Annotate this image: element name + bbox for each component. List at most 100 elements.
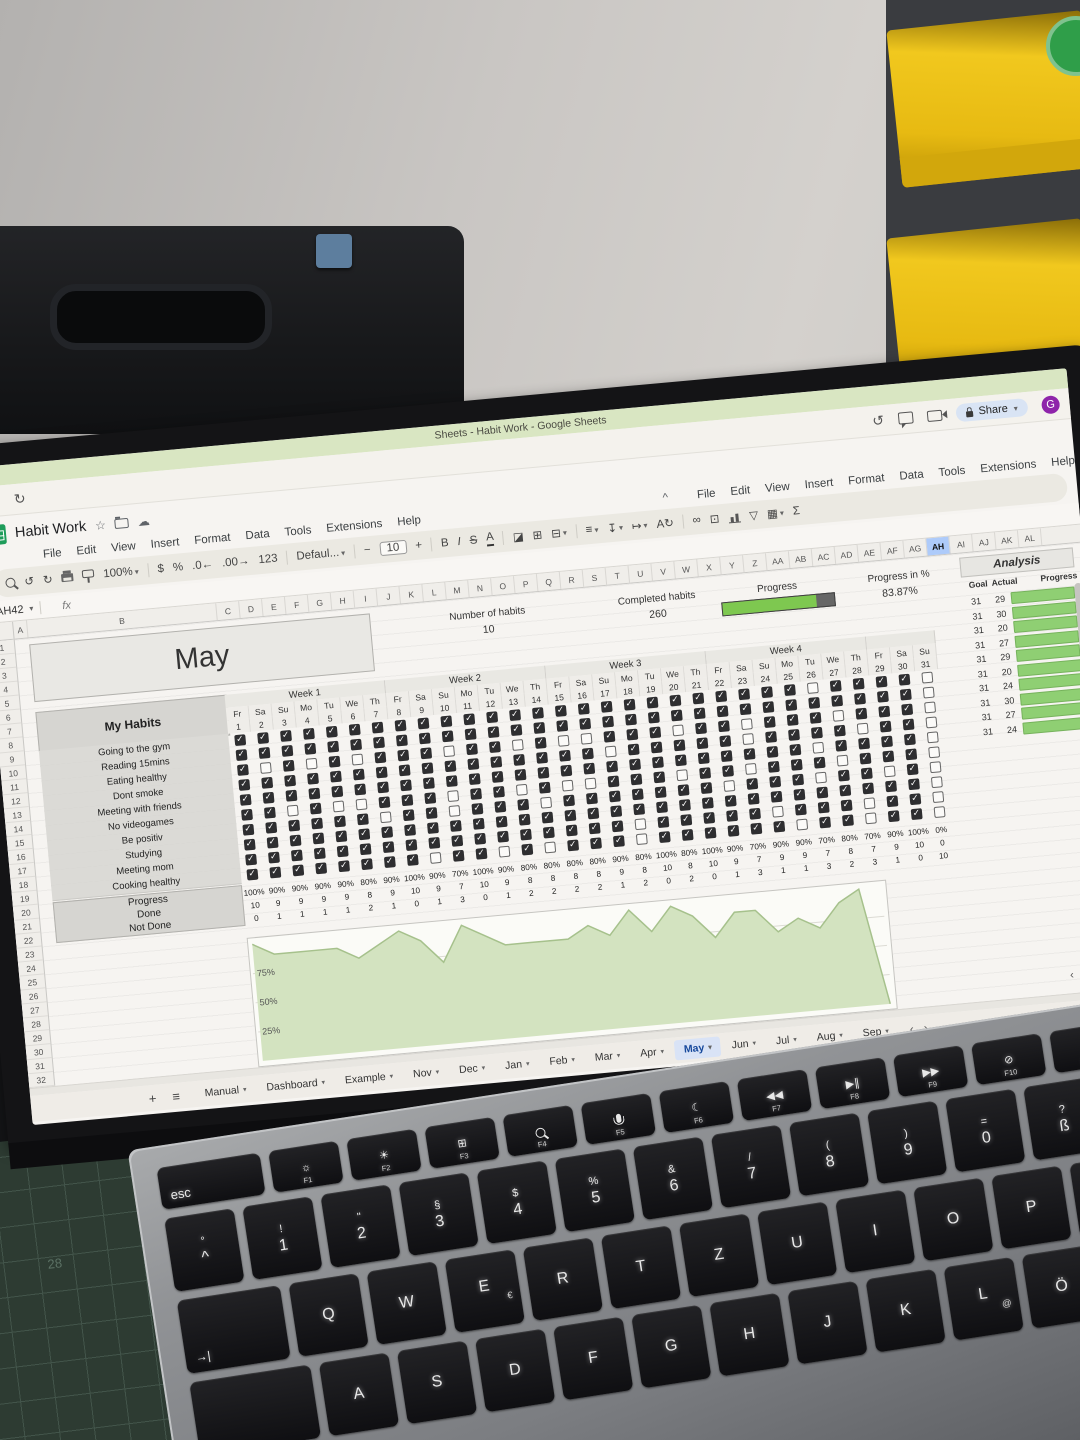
- habit-checkbox[interactable]: [492, 785, 505, 798]
- habit-checkbox[interactable]: [633, 803, 646, 816]
- menu-format[interactable]: Format: [847, 471, 886, 487]
- column-header-C[interactable]: C: [216, 601, 241, 621]
- habit-checkbox[interactable]: [717, 720, 730, 733]
- habit-checkbox[interactable]: [796, 818, 809, 831]
- habit-checkbox[interactable]: [716, 705, 729, 718]
- habit-checkbox[interactable]: [425, 807, 438, 820]
- toolbar-format-currency[interactable]: $: [157, 563, 164, 576]
- habit-checkbox[interactable]: [901, 703, 914, 716]
- habit-checkbox[interactable]: [515, 783, 528, 796]
- habit-checkbox[interactable]: [533, 721, 546, 734]
- habit-checkbox[interactable]: [924, 701, 937, 714]
- habit-checkbox[interactable]: [308, 787, 321, 800]
- habit-checkbox[interactable]: [246, 868, 259, 881]
- habit-checkbox[interactable]: [603, 730, 616, 743]
- habit-checkbox[interactable]: [558, 749, 571, 762]
- habit-checkbox[interactable]: [304, 742, 317, 755]
- column-header-K[interactable]: K: [399, 584, 424, 604]
- habit-checkbox[interactable]: [510, 724, 523, 737]
- habit-checkbox[interactable]: [464, 728, 477, 741]
- habit-checkbox[interactable]: [402, 809, 415, 822]
- toolbar-bold[interactable]: B: [440, 537, 449, 550]
- habit-checkbox[interactable]: [313, 847, 326, 860]
- habit-checkbox[interactable]: [463, 713, 476, 726]
- habit-checkbox[interactable]: [631, 788, 644, 801]
- toolbar-text-rotate[interactable]: A↻: [656, 515, 674, 531]
- toolbar-more-formats[interactable]: 123: [258, 553, 278, 567]
- toolbar-redo[interactable]: ↻: [42, 572, 54, 587]
- habit-checkbox[interactable]: [831, 694, 844, 707]
- habit-checkbox[interactable]: [898, 673, 911, 686]
- habit-checkbox[interactable]: [926, 731, 939, 744]
- habit-checkbox[interactable]: [794, 803, 807, 816]
- habit-checkbox[interactable]: [669, 694, 682, 707]
- habit-checkbox[interactable]: [327, 740, 340, 753]
- toolbar-insert-chart[interactable]: [727, 510, 741, 523]
- habit-checkbox[interactable]: [443, 745, 456, 758]
- habit-checkbox[interactable]: [833, 724, 846, 737]
- habit-checkbox[interactable]: [862, 782, 875, 795]
- habit-checkbox[interactable]: [656, 801, 668, 814]
- menu-edit[interactable]: Edit: [729, 483, 751, 498]
- habit-checkbox[interactable]: [474, 832, 487, 845]
- habit-checkbox[interactable]: [681, 828, 694, 841]
- habit-checkbox[interactable]: [375, 766, 388, 779]
- column-header-AE[interactable]: AE: [857, 542, 882, 562]
- toolbar-borders[interactable]: ⊞: [532, 527, 543, 542]
- habit-checkbox[interactable]: [585, 792, 598, 805]
- habit-checkbox[interactable]: [678, 799, 691, 812]
- column-header-AI[interactable]: AI: [949, 534, 974, 554]
- column-header-AB[interactable]: AB: [788, 549, 814, 569]
- habit-checkbox[interactable]: [610, 805, 623, 818]
- sheet-tab-example[interactable]: Example ▾: [335, 1065, 403, 1091]
- habit-checkbox[interactable]: [746, 777, 759, 790]
- column-header-A[interactable]: A: [13, 620, 29, 639]
- habit-checkbox[interactable]: [471, 802, 484, 815]
- habit-checkbox[interactable]: [518, 813, 531, 826]
- habit-checkbox[interactable]: [311, 817, 324, 830]
- habit-checkbox[interactable]: [604, 745, 617, 758]
- habit-checkbox[interactable]: [379, 811, 392, 824]
- habit-checkbox[interactable]: [584, 777, 597, 790]
- habit-checkbox[interactable]: [587, 807, 600, 820]
- habit-checkbox[interactable]: [738, 688, 751, 701]
- habit-checkbox[interactable]: [579, 717, 592, 730]
- habit-checkbox[interactable]: [358, 828, 371, 841]
- habit-checkbox[interactable]: [817, 801, 830, 814]
- star-icon[interactable]: ☆: [94, 517, 107, 533]
- menu-insert[interactable]: Insert: [150, 535, 180, 551]
- habit-checkbox[interactable]: [355, 798, 368, 811]
- habit-checkbox[interactable]: [783, 684, 796, 697]
- habit-checkbox[interactable]: [378, 796, 391, 809]
- habit-checkbox[interactable]: [903, 733, 916, 746]
- habit-checkbox[interactable]: [241, 808, 253, 821]
- toolbar-vertical-align[interactable]: ↧ ▾: [607, 520, 624, 536]
- habit-checkbox[interactable]: [767, 760, 780, 773]
- habit-checkbox[interactable]: [612, 835, 625, 848]
- habit-checkbox[interactable]: [418, 732, 431, 745]
- habit-checkbox[interactable]: [647, 711, 660, 724]
- habit-checkbox[interactable]: [405, 839, 418, 852]
- habit-checkbox[interactable]: [910, 808, 923, 821]
- habit-checkbox[interactable]: [653, 771, 666, 784]
- habit-checkbox[interactable]: [441, 730, 454, 743]
- habit-checkbox[interactable]: [534, 736, 547, 749]
- habit-checkbox[interactable]: [697, 752, 710, 765]
- habit-checkbox[interactable]: [373, 736, 385, 749]
- habit-checkbox[interactable]: [809, 711, 822, 724]
- habit-checkbox[interactable]: [281, 744, 294, 757]
- column-header-AJ[interactable]: AJ: [972, 532, 997, 552]
- habit-checkbox[interactable]: [676, 769, 689, 782]
- habit-checkbox[interactable]: [602, 715, 615, 728]
- habit-checkbox[interactable]: [554, 704, 567, 717]
- column-header-T[interactable]: T: [605, 565, 631, 585]
- habit-checkbox[interactable]: [556, 719, 569, 732]
- habit-checkbox[interactable]: [646, 696, 659, 709]
- menu-data[interactable]: Data: [244, 527, 271, 542]
- habit-checkbox[interactable]: [651, 756, 664, 769]
- habit-checkbox[interactable]: [242, 823, 255, 836]
- toolbar-text-color[interactable]: A: [486, 531, 495, 547]
- add-sheet-button[interactable]: +: [148, 1090, 158, 1106]
- habit-checkbox[interactable]: [856, 722, 869, 735]
- habit-checkbox[interactable]: [819, 816, 832, 829]
